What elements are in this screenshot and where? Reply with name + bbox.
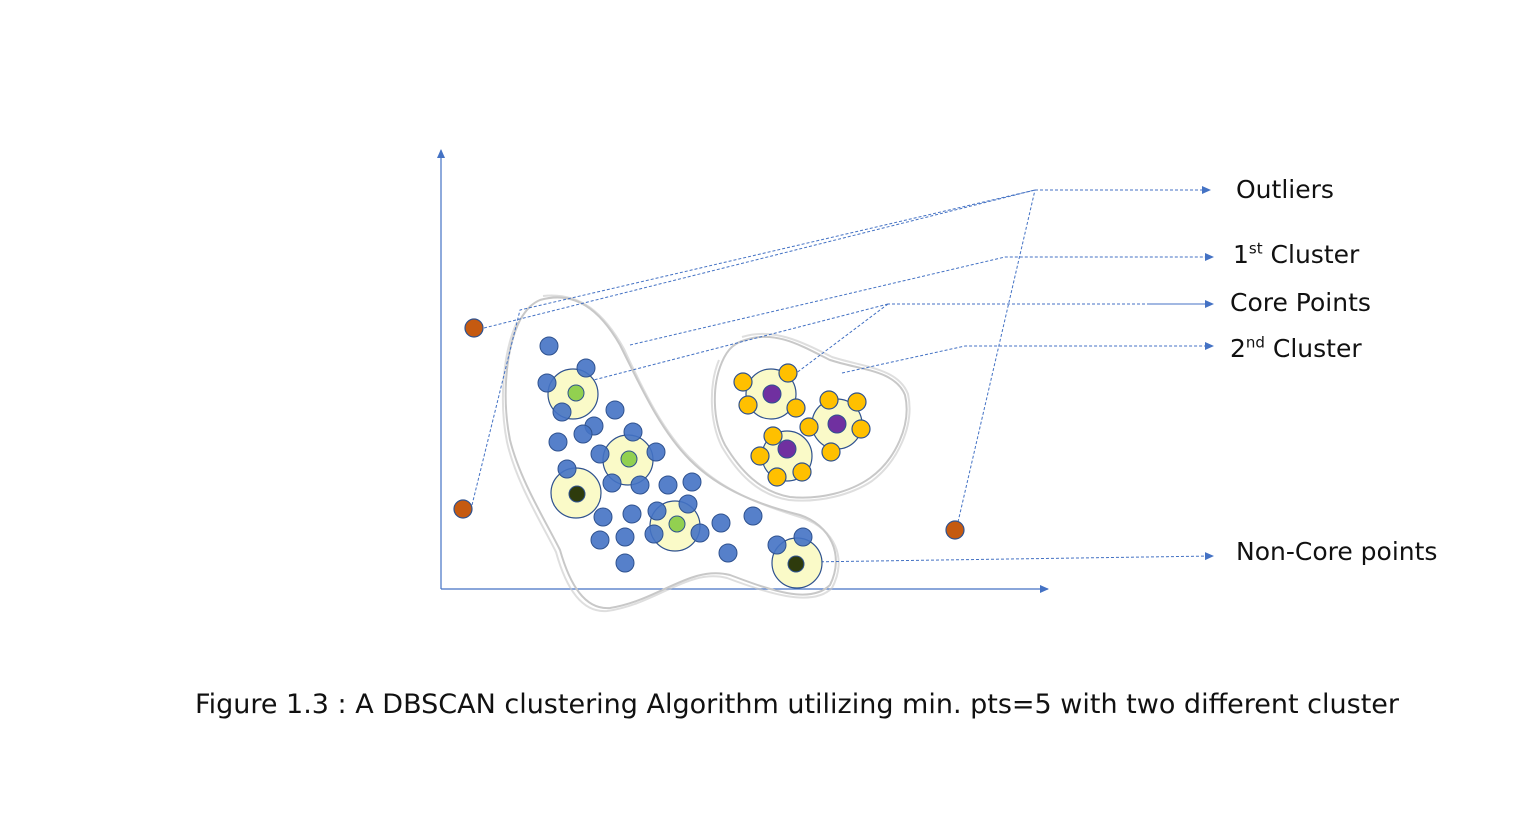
cluster-point <box>678 494 698 514</box>
outlier-point <box>945 520 965 540</box>
leader-lines <box>471 186 1214 563</box>
core-point-green <box>668 515 686 533</box>
neighborhoods <box>547 368 863 589</box>
cluster-point <box>644 524 664 544</box>
cluster-point <box>793 527 813 547</box>
cluster-point <box>763 426 783 446</box>
core-point-purple <box>762 384 782 404</box>
cluster-point <box>711 513 731 533</box>
cluster-point <box>590 530 610 550</box>
first-cluster-points <box>537 336 813 573</box>
cluster-point <box>851 419 871 439</box>
cluster-point <box>539 336 559 356</box>
core-point-purple <box>827 414 847 434</box>
cluster-point <box>819 390 839 410</box>
cluster-point <box>682 472 702 492</box>
cluster-point <box>590 444 610 464</box>
cluster-point <box>786 398 806 418</box>
second-cluster-points <box>733 363 871 487</box>
cluster-point <box>552 402 572 422</box>
non-core-points-label: Non-Core points <box>1236 537 1438 566</box>
outliers-leader-a <box>483 189 1036 329</box>
cluster-point <box>602 473 622 493</box>
cluster-point <box>733 372 753 392</box>
cluster-point <box>658 475 678 495</box>
cluster-point <box>576 358 596 378</box>
outlier-point <box>464 318 484 338</box>
core-points-leader-a <box>581 303 889 384</box>
first-cluster-label-text: Cluster <box>1262 240 1360 269</box>
cluster-point <box>605 400 625 420</box>
second-cluster-outline-stroke2 <box>710 332 911 502</box>
cluster-outlines <box>501 294 911 613</box>
non-core-leader <box>805 552 1214 563</box>
axes <box>437 149 1049 593</box>
cluster-point <box>738 395 758 415</box>
first-cluster-label-num: 1 <box>1233 240 1249 269</box>
first-cluster-label: 1st Cluster <box>1233 240 1359 269</box>
cluster-point <box>615 527 635 547</box>
cluster-point <box>767 467 787 487</box>
outlier-points <box>453 318 965 540</box>
cluster-point <box>799 417 819 437</box>
outliers-leader-c <box>957 189 1036 523</box>
second-cluster-label: 2nd Cluster <box>1230 334 1362 363</box>
first-cluster-leader <box>629 253 1214 346</box>
cluster-point <box>537 373 557 393</box>
second-cluster-label-num: 2 <box>1230 334 1246 363</box>
cluster-point <box>593 507 613 527</box>
core-point-green <box>567 384 585 402</box>
figure-caption: Figure 1.3 : A DBSCAN clustering Algorit… <box>195 689 1400 720</box>
cluster-point <box>557 459 577 479</box>
cluster-point <box>548 432 568 452</box>
second-cluster-outline <box>713 335 908 499</box>
cluster-point <box>821 442 841 462</box>
cluster-point <box>743 506 763 526</box>
core-point-purple <box>777 439 797 459</box>
non-core-points <box>568 485 805 573</box>
cluster-point <box>615 553 635 573</box>
cluster-point <box>767 535 787 555</box>
core-point-green <box>620 450 638 468</box>
non-core-point <box>787 555 805 573</box>
outlier-point <box>453 499 473 519</box>
core-points-label: Core Points <box>1230 288 1371 317</box>
cluster-point <box>630 475 650 495</box>
cluster-point <box>622 504 642 524</box>
outliers-leader-b <box>471 189 1036 506</box>
cluster-point <box>646 442 666 462</box>
cluster-point <box>573 424 593 444</box>
first-cluster-outline <box>504 296 837 610</box>
second-cluster-label-sup: nd <box>1245 333 1265 352</box>
first-cluster-label-sup: st <box>1248 239 1263 258</box>
cluster-point <box>647 501 667 521</box>
cluster-point <box>718 543 738 563</box>
core-points-leader-b <box>786 303 889 381</box>
cluster-point <box>623 422 643 442</box>
cluster-point <box>792 462 812 482</box>
cluster-point <box>750 446 770 466</box>
non-core-point <box>568 485 586 503</box>
second-cluster-label-text: Cluster <box>1264 334 1362 363</box>
core-points <box>567 384 847 533</box>
first-cluster-outline-stroke2 <box>501 294 840 613</box>
cluster-point <box>847 392 867 412</box>
cluster-point <box>778 363 798 383</box>
outliers-label: Outliers <box>1236 175 1334 204</box>
second-cluster-leader <box>841 342 1214 374</box>
cluster-point <box>690 523 710 543</box>
